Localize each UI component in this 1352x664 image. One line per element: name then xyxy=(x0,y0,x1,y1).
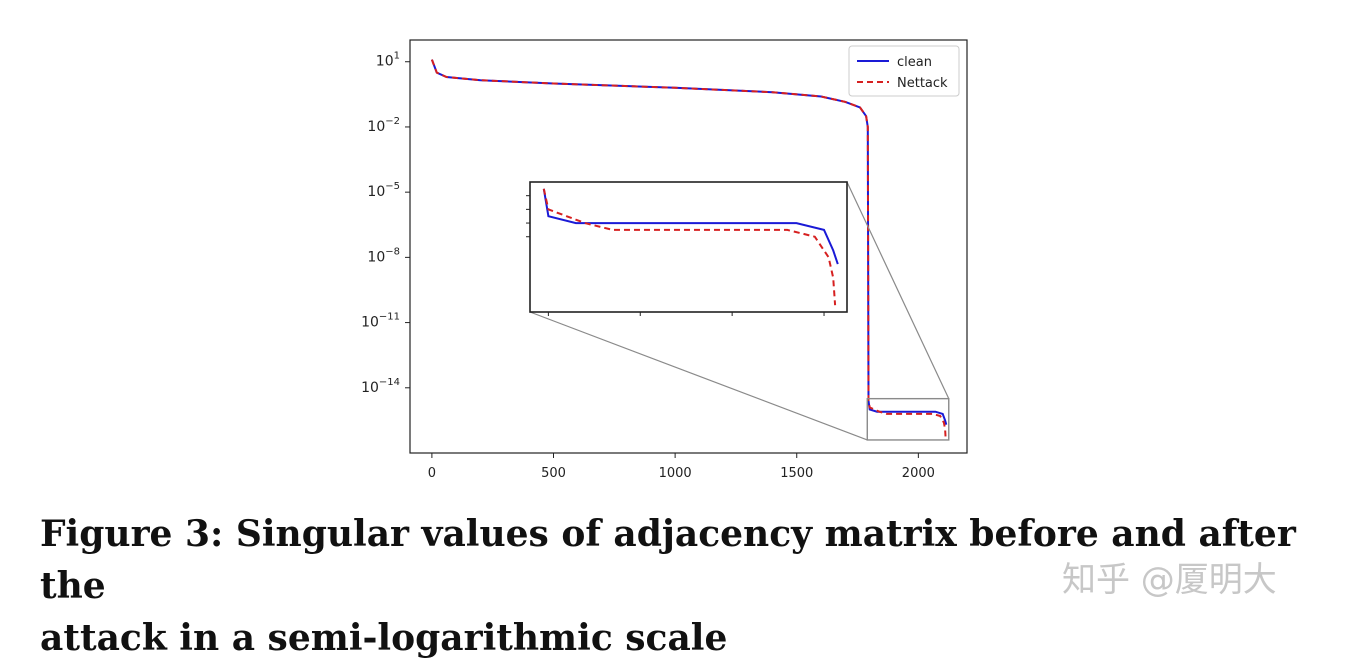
caption-line-2: attack in a semi-logarithmic scale xyxy=(40,617,728,659)
y-tick-label: 10−14 xyxy=(361,377,400,396)
series-line-nettack xyxy=(430,59,947,438)
y-tick-label: 10−5 xyxy=(367,181,400,200)
caption-line-1: Figure 3: Singular values of adjacency m… xyxy=(40,513,1296,607)
inset-plot xyxy=(526,181,848,316)
x-tick-label: 2000 xyxy=(902,466,935,481)
legend: clean Nettack xyxy=(848,45,960,97)
watermark: 知乎 @厦明大 xyxy=(1062,560,1277,600)
legend-label-nettack: Nettack xyxy=(897,76,948,91)
legend-label-clean: clean xyxy=(897,55,932,70)
zoom-connector-bottom xyxy=(529,311,868,441)
x-tick-label: 1500 xyxy=(780,466,813,481)
plot-frame xyxy=(409,39,968,454)
y-tick-label: 10−2 xyxy=(367,116,400,135)
y-tick-label: 101 xyxy=(376,51,400,70)
inset-series-line-nettack xyxy=(542,188,837,306)
x-tick-label: 0 xyxy=(428,466,436,481)
zoom-connector-lines xyxy=(529,181,950,441)
x-tick-label: 1000 xyxy=(659,466,692,481)
y-tick-label: 10−8 xyxy=(367,246,400,265)
y-tick-label: 10−11 xyxy=(361,312,400,331)
x-tick-label: 500 xyxy=(541,466,566,481)
chart-figure: 0 500 1000 1500 2000 101 10−2 10−5 10−8 10−11 10−1… xyxy=(361,39,968,481)
legend-box xyxy=(848,45,960,97)
zoom-box xyxy=(866,397,950,441)
main-plot: 0 500 1000 1500 2000 101 10−2 10−5 10−8 10−11 10−1… xyxy=(361,39,968,481)
inset-series-line-clean xyxy=(542,188,839,265)
zoom-connector-top xyxy=(846,181,950,399)
inset-frame xyxy=(529,181,848,313)
